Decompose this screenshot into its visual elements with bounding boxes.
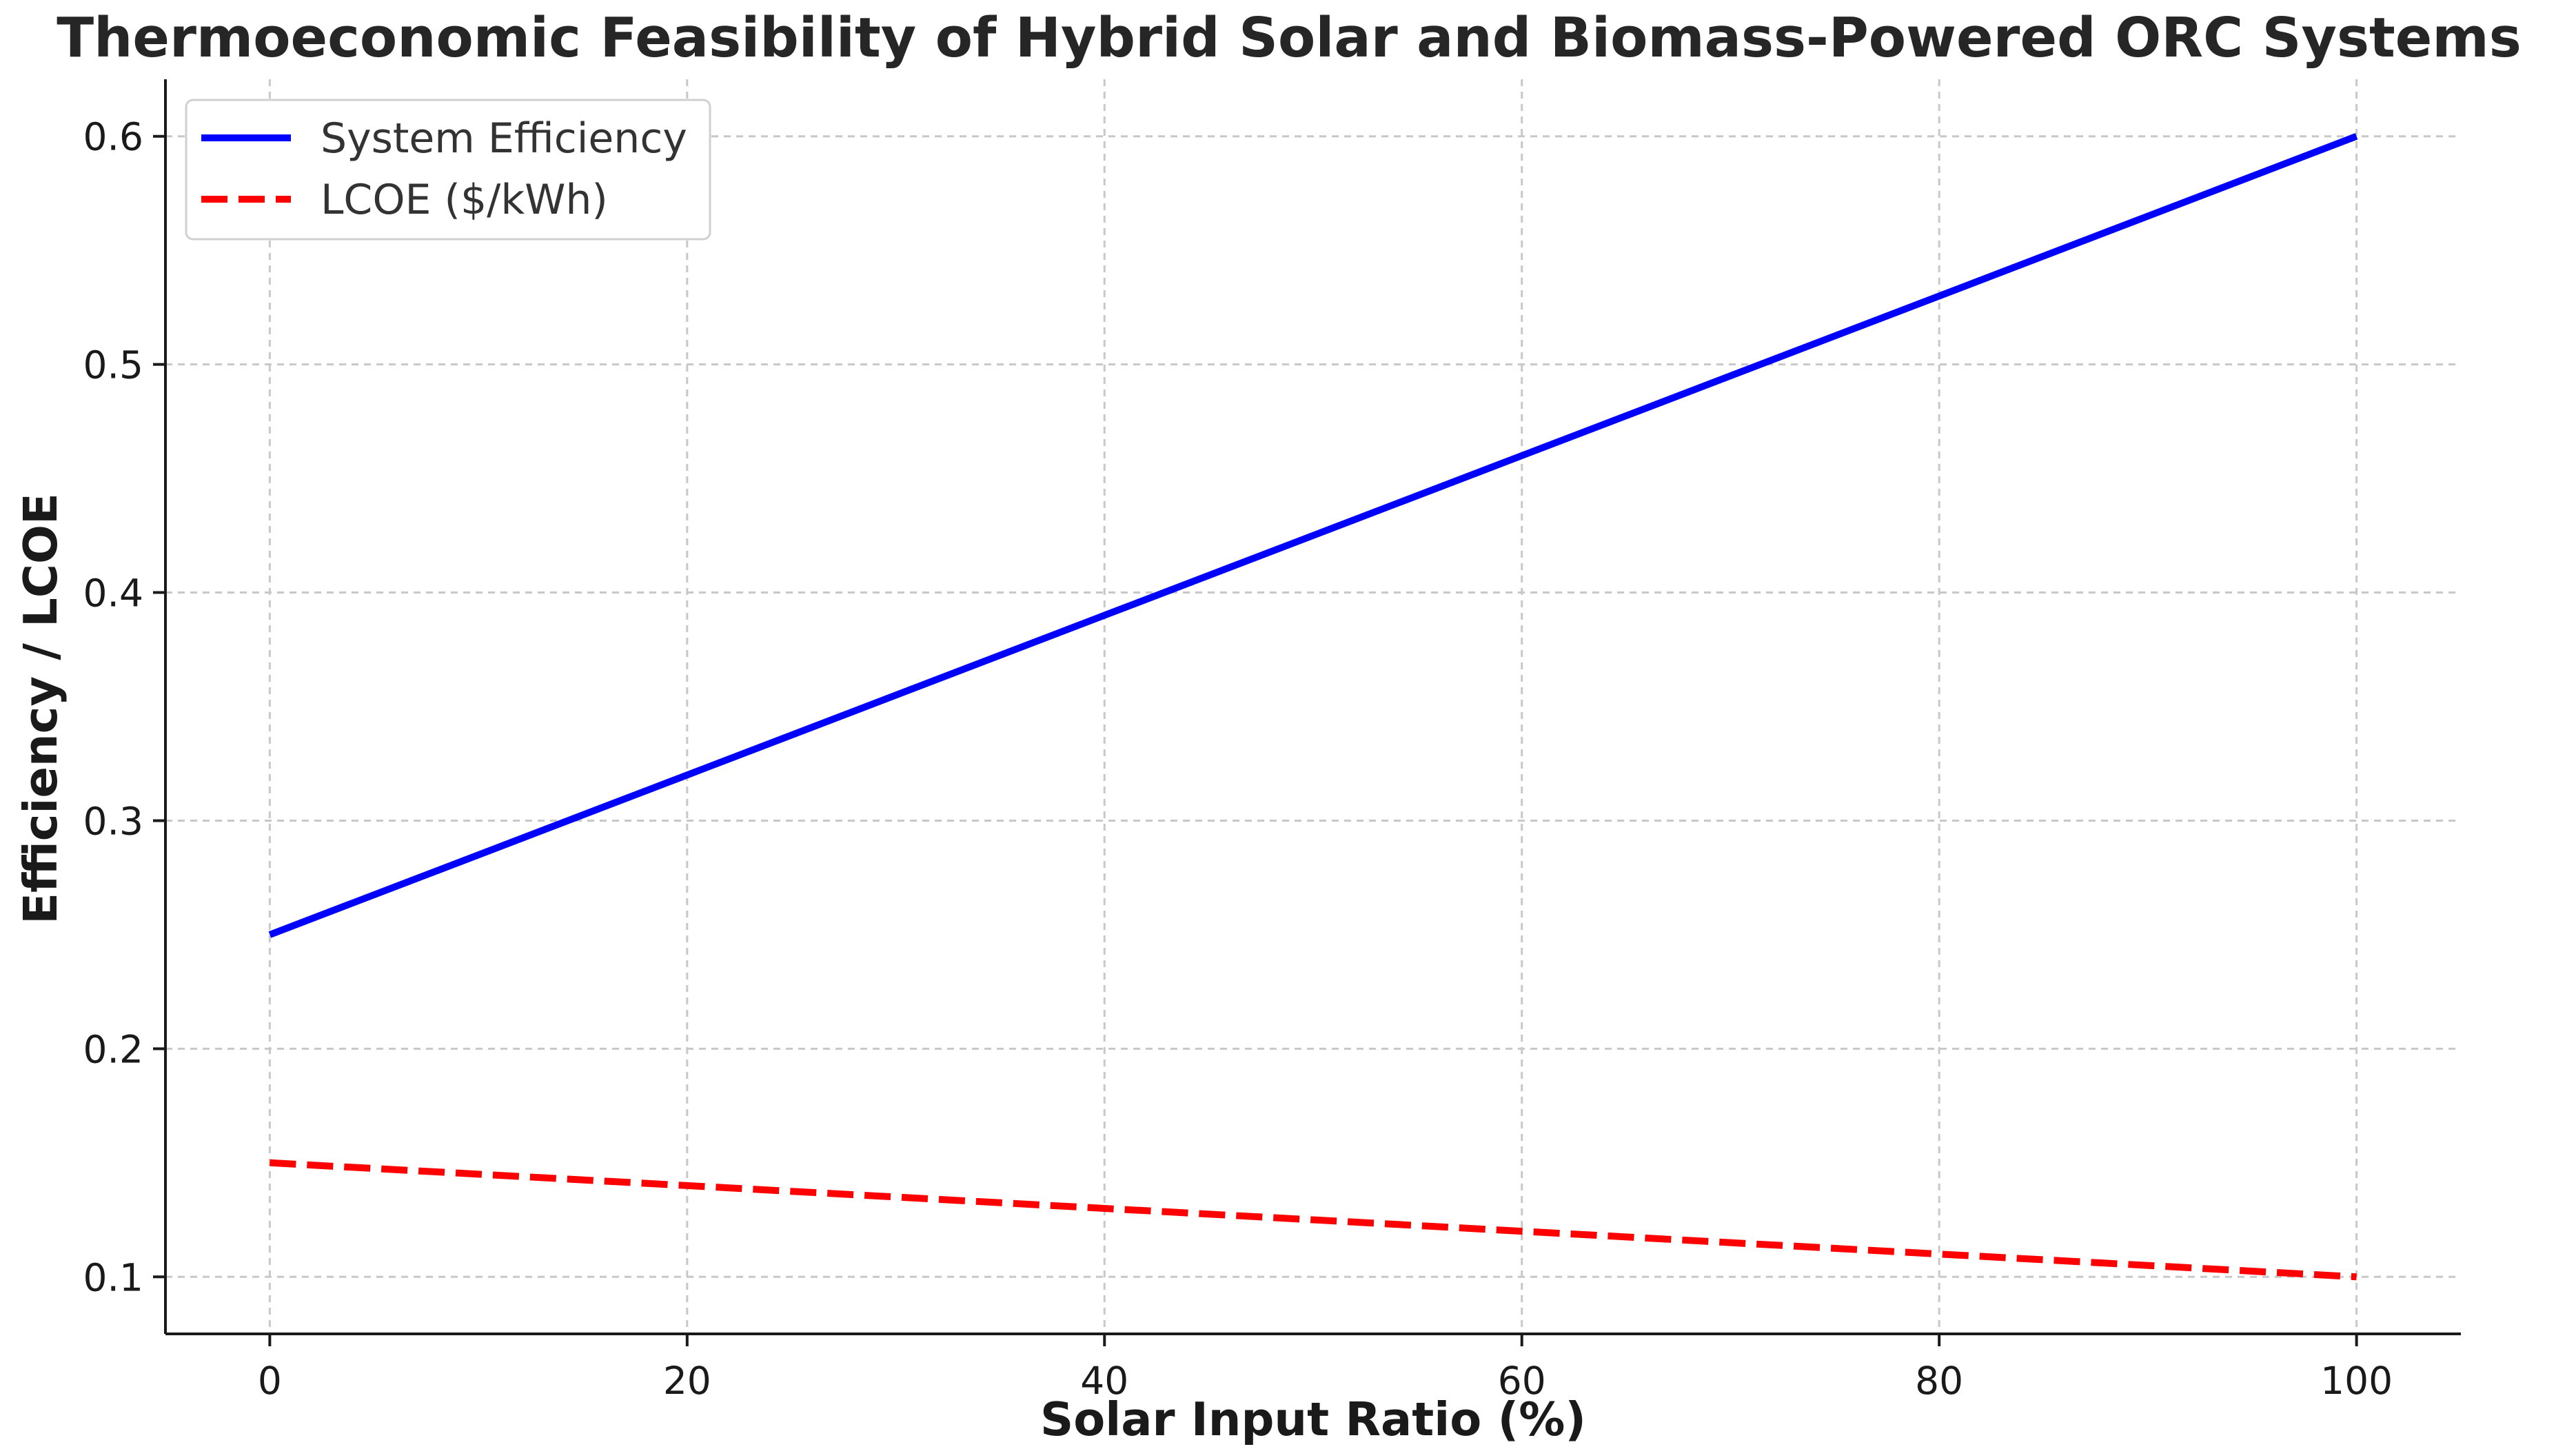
x-tick-label: 40 bbox=[1080, 1359, 1128, 1403]
y-tick-label: 0.6 bbox=[83, 115, 143, 159]
legend-label-lcoe: LCOE ($/kWh) bbox=[321, 176, 608, 224]
y-tick-label: 0.1 bbox=[83, 1255, 143, 1299]
x-tick-label: 60 bbox=[1498, 1359, 1546, 1403]
series-line-system-efficiency bbox=[268, 133, 2358, 938]
legend-label-system-efficiency: System Efficiency bbox=[321, 114, 687, 163]
legend: System Efficiency LCOE ($/kWh) bbox=[185, 99, 711, 241]
x-tick-label: 0 bbox=[258, 1359, 282, 1403]
y-tick-label: 0.4 bbox=[83, 571, 143, 616]
grid-lines bbox=[165, 79, 2461, 1334]
x-tick-label: 100 bbox=[2320, 1359, 2393, 1403]
chart-title: Thermoeconomic Feasibility of Hybrid Sol… bbox=[57, 6, 2521, 70]
y-axis-label: Efficiency / LCOE bbox=[14, 493, 68, 924]
x-tick-label: 20 bbox=[663, 1359, 711, 1403]
series-line-lcoe bbox=[270, 1159, 2357, 1281]
x-tick-label: 80 bbox=[1915, 1359, 1963, 1403]
x-axis-label: Solar Input Ratio (%) bbox=[1040, 1392, 1586, 1446]
axis-ticks: 0 20 40 60 80 100 0.1 0.2 0.3 0.4 0.5 0.6 bbox=[83, 115, 2393, 1403]
y-tick-label: 0.2 bbox=[83, 1027, 143, 1071]
series-lines bbox=[268, 133, 2358, 1281]
legend-box bbox=[185, 99, 711, 241]
y-tick-label: 0.3 bbox=[83, 799, 143, 843]
y-tick-label: 0.5 bbox=[83, 343, 143, 387]
